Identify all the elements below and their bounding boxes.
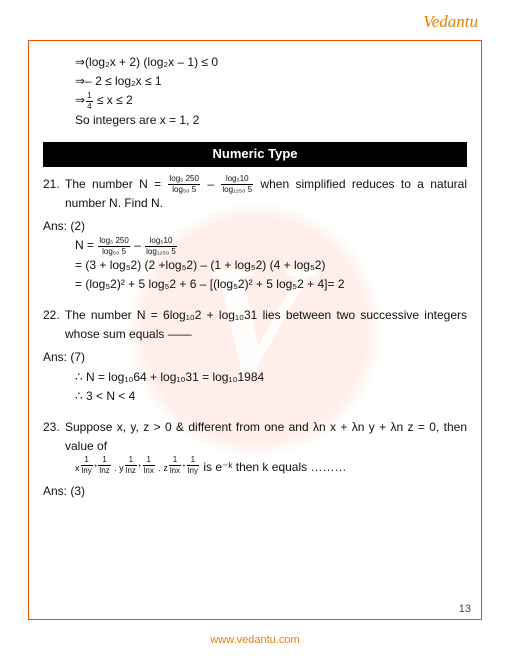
q21-step2: = (3 + log₅2) (2 +log₅2) – (1 + log₅2) (…	[43, 256, 467, 275]
q23-text: Suppose x, y, z > 0 & different from one…	[65, 418, 467, 456]
den: log₅₀ 5	[98, 247, 129, 256]
question-22: 22. The number N = 6log₁₀2 + log₁₀31 lie…	[43, 306, 467, 344]
intro-line-1: ⇒(log₂x + 2) (log₂x – 1) ≤ 0	[43, 53, 467, 72]
page-number: 13	[459, 603, 471, 615]
dash: –	[201, 177, 220, 191]
num: log₅ 250	[168, 175, 199, 185]
num: log₅10	[145, 237, 177, 247]
q23-answer: Ans: (3)	[43, 482, 467, 501]
f: 1lnz	[98, 456, 110, 475]
suffix: is e⁻ᵏ then k equals ………	[200, 461, 346, 475]
question-23: 23. Suppose x, y, z > 0 & different from…	[43, 418, 467, 456]
d: lnz	[98, 466, 110, 475]
den: log₁₂₅₀ 5	[221, 185, 253, 194]
arrow: ⇒	[75, 93, 85, 107]
n: 1	[98, 456, 110, 466]
den: log₅₀ 5	[168, 185, 199, 194]
q22-text: The number N = 6log₁₀2 + log₁₀31 lies be…	[65, 306, 467, 344]
f: 1lnx	[169, 456, 181, 475]
brand-logo: Vedantu	[423, 12, 478, 32]
prefix: The number N =	[65, 177, 167, 191]
logo-text: Vedantu	[423, 12, 478, 31]
f: 1lnz	[125, 456, 137, 475]
q23-expr: x1lny+1lnz . y1lnz+1lnx . z1lnx+1lny is …	[43, 456, 467, 477]
d: lnx	[169, 466, 181, 475]
f: 1lnx	[143, 456, 155, 475]
d: lny	[81, 466, 93, 475]
q23-number: 23.	[43, 418, 65, 456]
frac-b: log₅10log₁₂₅₀ 5	[221, 175, 253, 194]
page-content: ⇒(log₂x + 2) (log₂x – 1) ≤ 0 ⇒– 2 ≤ log₂…	[43, 53, 467, 501]
d: lnx	[143, 466, 155, 475]
page-frame: ⇒(log₂x + 2) (log₂x – 1) ≤ 0 ⇒– 2 ≤ log₂…	[28, 40, 482, 620]
num: 1	[86, 92, 92, 102]
q21-answer: Ans: (2)	[43, 217, 467, 236]
q21-number: 21.	[43, 175, 65, 214]
den: log₁₂₅₀ 5	[145, 247, 177, 256]
n: 1	[169, 456, 181, 466]
q22-step2: ∴ 3 < N < 4	[43, 387, 467, 406]
num: log₅ 250	[98, 237, 129, 247]
n: 1	[81, 456, 93, 466]
q22-number: 22.	[43, 306, 65, 344]
n: 1	[143, 456, 155, 466]
n: 1	[187, 456, 199, 466]
q22-step1: ∴ N = log₁₀64 + log₁₀31 = log₁₀1984	[43, 368, 467, 387]
footer-url: www.vedantu.com	[0, 634, 510, 646]
num: log₅10	[221, 175, 253, 185]
q21-step1: N = log₅ 250log₅₀ 5 – log₅10log₁₂₅₀ 5	[43, 236, 467, 255]
q21-text: The number N = log₅ 250log₅₀ 5 – log₅10l…	[65, 175, 467, 214]
d: lnz	[125, 466, 137, 475]
f: 1lny	[81, 456, 93, 475]
intro-line-3: ⇒14 ≤ x ≤ 2	[43, 91, 467, 110]
intro-line-2: ⇒– 2 ≤ log₂x ≤ 1	[43, 72, 467, 91]
n: 1	[125, 456, 137, 466]
question-21: 21. The number N = log₅ 250log₅₀ 5 – log…	[43, 175, 467, 214]
den: 4	[86, 102, 92, 111]
frac-1-4: 14	[86, 92, 92, 111]
f: 1lny	[187, 456, 199, 475]
q21-step3: = (log₅2)² + 5 log₅2 + 6 – [(log₅2)² + 5…	[43, 275, 467, 294]
prefix: N =	[75, 238, 97, 252]
frac-a: log₅ 250log₅₀ 5	[98, 237, 129, 256]
section-header: Numeric Type	[43, 142, 467, 167]
intro-line-4: So integers are x = 1, 2	[43, 111, 467, 130]
suffix: ≤ x ≤ 2	[94, 93, 133, 107]
dash: –	[131, 238, 144, 252]
q22-answer: Ans: (7)	[43, 348, 467, 367]
frac-a: log₅ 250log₅₀ 5	[168, 175, 199, 194]
d: lny	[187, 466, 199, 475]
frac-b: log₅10log₁₂₅₀ 5	[145, 237, 177, 256]
